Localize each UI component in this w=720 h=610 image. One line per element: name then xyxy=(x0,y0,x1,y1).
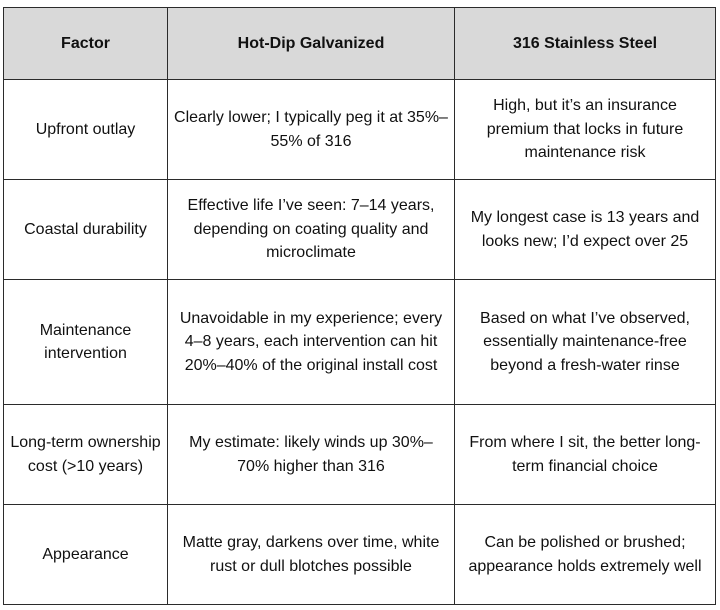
factor-cell: Upfront outlay xyxy=(3,79,168,180)
stainless-cell: Based on what I’ve observed, essentially… xyxy=(454,279,716,405)
header-row: Factor Hot-Dip Galvanized 316 Stainless … xyxy=(3,7,716,80)
table-row: Coastal durability Effective life I’ve s… xyxy=(3,179,716,280)
comparison-table: Factor Hot-Dip Galvanized 316 Stainless … xyxy=(3,7,716,605)
header-hot-dip-galvanized: Hot-Dip Galvanized xyxy=(167,7,455,80)
galvanized-cell: Clearly lower; I typically peg it at 35%… xyxy=(167,79,455,180)
header-factor: Factor xyxy=(3,7,168,80)
galvanized-cell: Effective life I’ve seen: 7–14 years, de… xyxy=(167,179,455,280)
table-row: Appearance Matte gray, darkens over time… xyxy=(3,504,716,605)
table-row: Upfront outlay Clearly lower; I typicall… xyxy=(3,79,716,180)
factor-cell: Coastal durability xyxy=(3,179,168,280)
table-header: Factor Hot-Dip Galvanized 316 Stainless … xyxy=(3,7,716,80)
stainless-cell: Can be polished or brushed; appearance h… xyxy=(454,504,716,605)
factor-cell: Long-term ownership cost (>10 years) xyxy=(3,404,168,505)
table-row: Maintenance intervention Unavoidable in … xyxy=(3,279,716,405)
header-316-stainless-steel: 316 Stainless Steel xyxy=(454,7,716,80)
factor-cell: Maintenance intervention xyxy=(3,279,168,405)
galvanized-cell: Unavoidable in my experience; every 4–8 … xyxy=(167,279,455,405)
stainless-cell: My longest case is 13 years and looks ne… xyxy=(454,179,716,280)
stainless-cell: From where I sit, the better long-term f… xyxy=(454,404,716,505)
table-row: Long-term ownership cost (>10 years) My … xyxy=(3,404,716,505)
galvanized-cell: My estimate: likely winds up 30%–70% hig… xyxy=(167,404,455,505)
galvanized-cell: Matte gray, darkens over time, white rus… xyxy=(167,504,455,605)
table-body: Upfront outlay Clearly lower; I typicall… xyxy=(3,79,716,605)
stainless-cell: High, but it’s an insurance premium that… xyxy=(454,79,716,180)
factor-cell: Appearance xyxy=(3,504,168,605)
